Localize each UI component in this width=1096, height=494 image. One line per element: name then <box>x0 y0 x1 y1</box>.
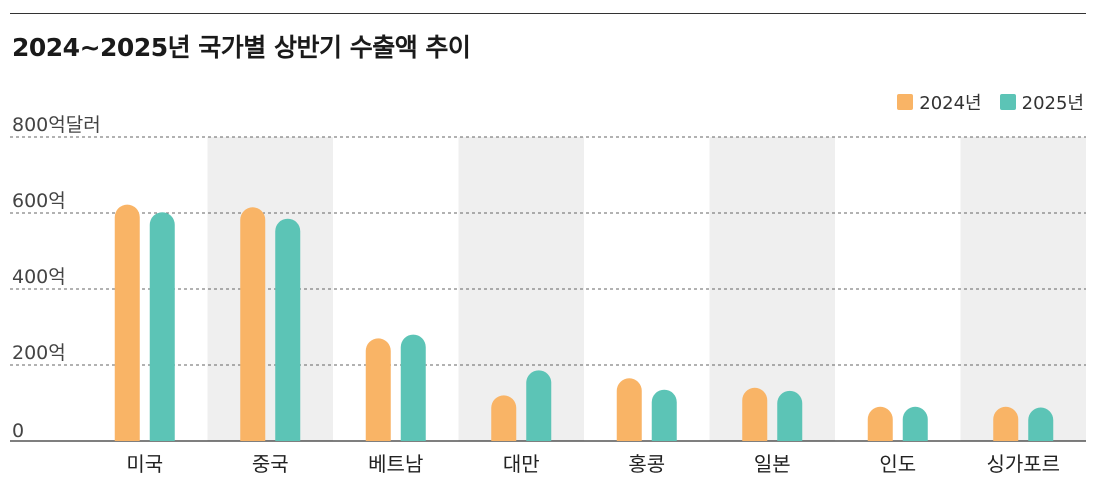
legend-item-2025: 2025년 <box>999 89 1084 115</box>
y-tick-label-400: 400억 <box>12 266 66 288</box>
x-tick-label-중국: 중국 <box>252 452 289 476</box>
x-tick-label-싱가포르: 싱가포르 <box>986 452 1060 476</box>
y-tick-label-600: 600억 <box>12 190 66 212</box>
x-tick-label-홍콩: 홍콩 <box>628 452 665 476</box>
bar-인도-2024년 <box>867 406 893 441</box>
bar-일본-2024년 <box>742 387 768 441</box>
bar-베트남-2025년 <box>400 334 426 441</box>
bar-대만-2025년 <box>526 370 552 441</box>
y-tick-label-0: 0 <box>12 420 24 442</box>
chart-title: 2024~2025년 국가별 상반기 수출액 추이 <box>12 33 471 62</box>
bar-미국-2024년 <box>114 204 140 441</box>
legend: 2024년 2025년 <box>879 89 1084 115</box>
bar-베트남-2024년 <box>365 338 391 441</box>
legend-item-2024: 2024년 <box>897 89 982 115</box>
bar-일본-2025년 <box>777 390 803 441</box>
legend-swatch-2024 <box>897 94 914 110</box>
x-tick-label-인도: 인도 <box>879 452 916 476</box>
legend-swatch-2025 <box>999 94 1016 110</box>
x-tick-label-대만: 대만 <box>503 452 540 476</box>
bar-싱가포르-2025년 <box>1028 407 1054 441</box>
x-tick-label-일본: 일본 <box>754 452 791 476</box>
x-tick-label-베트남: 베트남 <box>368 452 423 476</box>
top-rule <box>10 13 1086 14</box>
y-tick-label-800: 800억달러 <box>12 114 101 136</box>
y-tick-label-200: 200억 <box>12 342 66 364</box>
legend-label-2025: 2025년 <box>1021 93 1084 114</box>
band-7 <box>960 137 1086 441</box>
x-tick-label-미국: 미국 <box>126 452 163 476</box>
bar-홍콩-2025년 <box>651 389 677 441</box>
bar-중국-2025년 <box>275 218 301 441</box>
bar-대만-2024년 <box>491 395 517 441</box>
bar-홍콩-2024년 <box>616 378 642 441</box>
bar-미국-2025년 <box>149 212 175 441</box>
bar-중국-2024년 <box>240 207 266 441</box>
bar-인도-2025년 <box>902 406 928 441</box>
bar-싱가포르-2024년 <box>993 406 1019 441</box>
legend-label-2024: 2024년 <box>919 93 982 114</box>
